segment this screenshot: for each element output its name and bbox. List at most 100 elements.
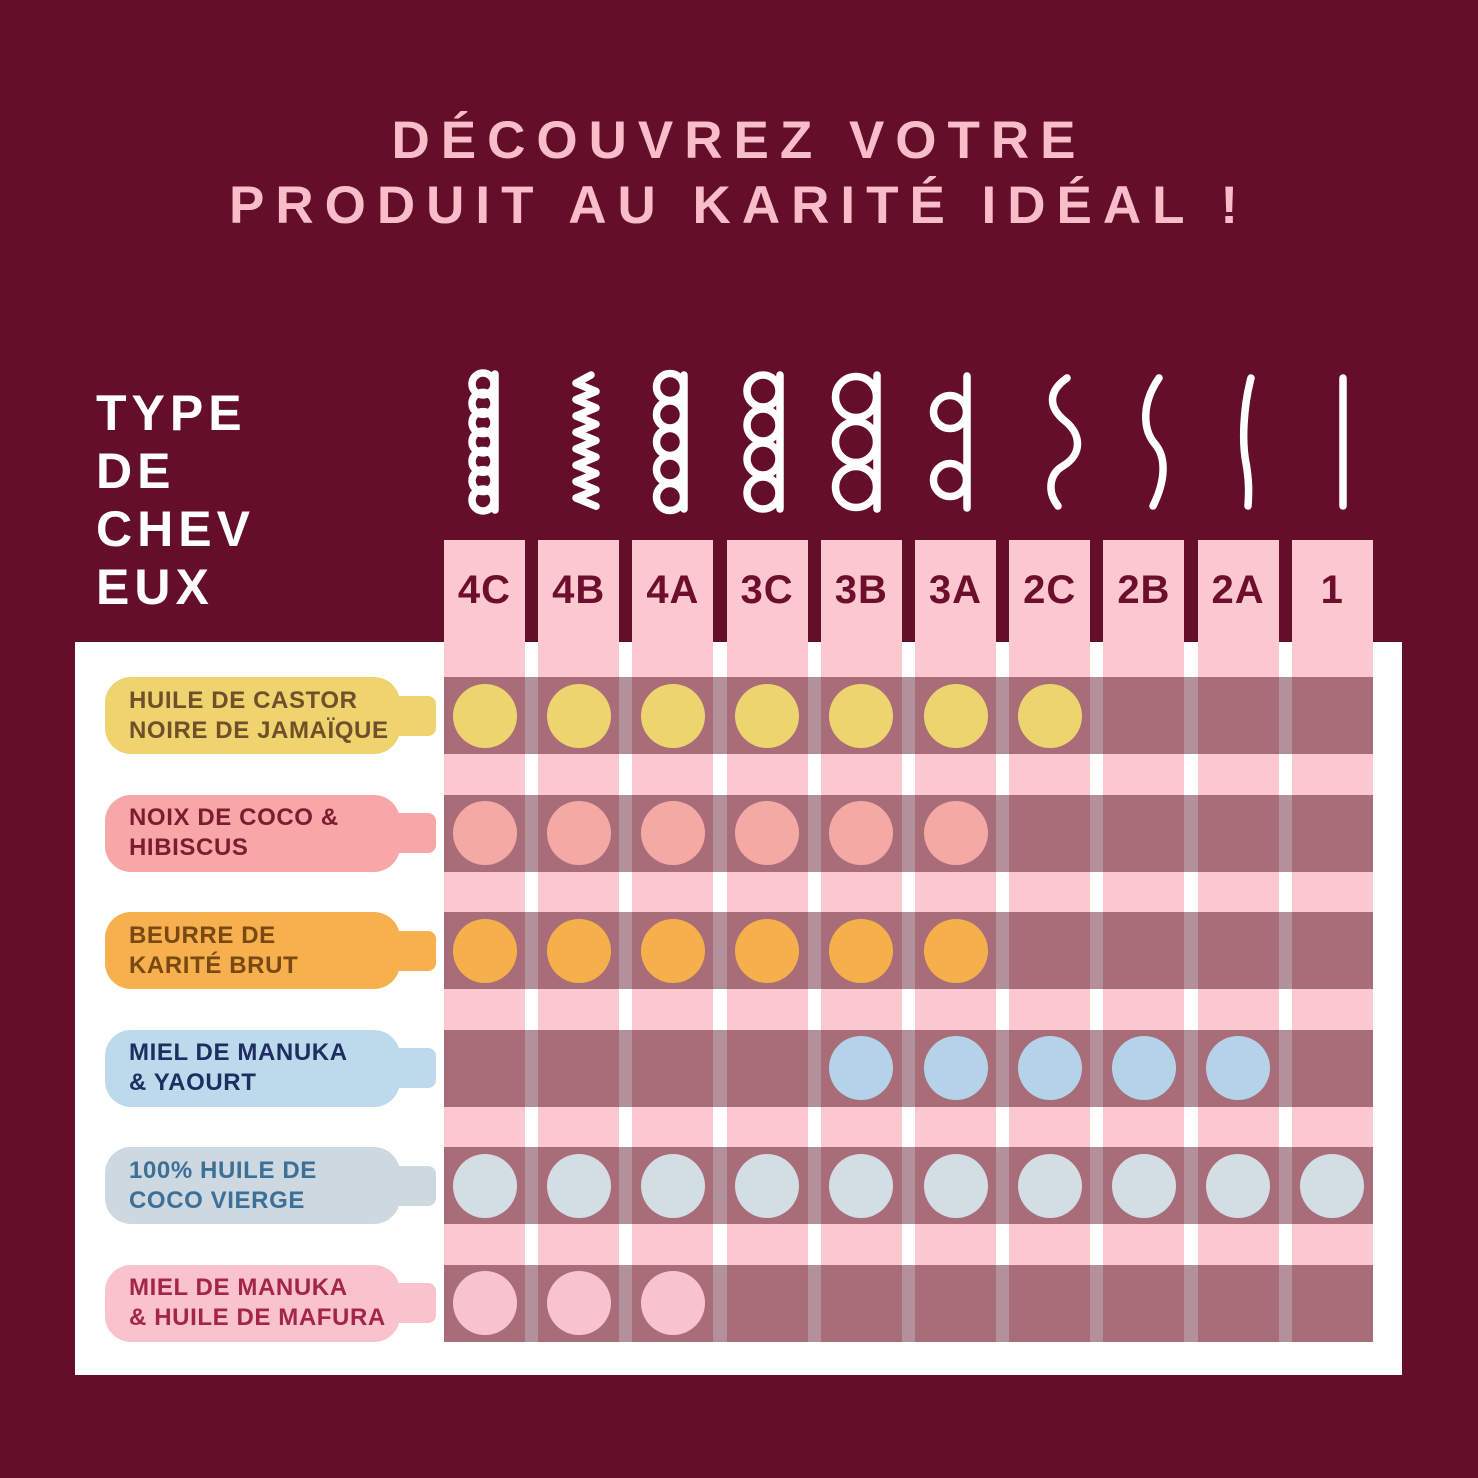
product-label-bottle: MIEL DE MANUKA & YAOURT [105, 1029, 436, 1107]
grid-cell [1009, 912, 1091, 989]
suitability-dot [452, 1271, 517, 1335]
column-header-4A: 4A [646, 567, 700, 612]
grid-cell [632, 1029, 714, 1107]
page-title: DÉCOUVREZ VOTRE PRODUIT AU KARITÉ IDÉAL … [0, 108, 1478, 238]
bottle-nozzle-shape [396, 1165, 436, 1206]
page-title-line1: DÉCOUVREZ VOTRE [391, 111, 1087, 170]
suitability-dot [546, 1271, 611, 1335]
suitability-dot [1111, 1153, 1176, 1218]
grid-cell [1291, 794, 1373, 872]
product-label-text: 100% HUILE DE COCO VIERGE [129, 1147, 317, 1224]
product-label-bottle: MIEL DE MANUKA & HUILE DE MAFURA [105, 1264, 436, 1342]
bottle-nozzle-shape [396, 695, 436, 736]
suitability-dot [546, 683, 611, 748]
coil-tight-icon [440, 368, 530, 516]
suitability-dot [640, 918, 705, 983]
product-label-line: & HUILE DE MAFURA [129, 1304, 386, 1331]
coil-small-icon [628, 368, 718, 516]
grid-cell [1103, 912, 1185, 989]
column-header-3A: 3A [928, 567, 983, 612]
suitability-dot [1017, 683, 1082, 748]
product-label-line: HIBISCUS [129, 834, 249, 861]
suitability-dot [452, 801, 517, 865]
suitability-dot [735, 683, 800, 748]
suitability-dot [1017, 1153, 1082, 1218]
grid-cell [1009, 1264, 1091, 1342]
grid-cell [1103, 677, 1185, 754]
suitability-dot [546, 1153, 611, 1218]
suitability-dot [735, 918, 800, 983]
grid-cell [1197, 677, 1279, 754]
suitability-dot [735, 801, 800, 865]
column-header-4C: 4C [457, 567, 512, 612]
suitability-dot [1017, 1036, 1082, 1100]
product-label-line: & YAOURT [129, 1069, 257, 1096]
suitability-dot [640, 801, 705, 865]
bottle-nozzle-shape [396, 1283, 436, 1323]
grid-cell [1291, 1264, 1373, 1342]
product-label-line: COCO VIERGE [129, 1186, 305, 1214]
grid-cell [1197, 1264, 1279, 1342]
suitability-dot [640, 1153, 705, 1218]
product-label-text: MIEL DE MANUKA & YAOURT [129, 1030, 348, 1107]
product-label-bottle: NOIX DE COCO & HIBISCUS [105, 794, 436, 872]
suitability-dot [640, 683, 705, 748]
coil-medium-icon [722, 368, 812, 516]
product-label-line: KARITÉ BRUT [129, 951, 299, 979]
suitability-dot [923, 918, 988, 983]
bottle-nozzle-shape [396, 930, 436, 971]
product-label-text: NOIX DE COCO & HIBISCUS [129, 795, 339, 872]
suitability-dot [923, 683, 988, 748]
coil-large-icon [816, 368, 906, 516]
hair-type-axis-line: TYPE [96, 385, 247, 441]
bottle-nozzle-shape [396, 1048, 436, 1088]
product-label-text: MIEL DE MANUKA & HUILE DE MAFURA [129, 1265, 386, 1342]
suitability-dot [452, 1153, 517, 1218]
wave-soft-icon [1099, 368, 1189, 516]
column-header-3C: 3C [740, 567, 794, 612]
product-label-line: NOIRE DE JAMAÏQUE [129, 716, 389, 744]
grid-cell [1291, 912, 1373, 989]
zigzag-icon [534, 368, 624, 516]
product-label-line: MIEL DE MANUKA [129, 1274, 348, 1301]
suitability-dot [452, 918, 517, 983]
grid-cell [726, 1264, 808, 1342]
product-label-bottle: HUILE DE CASTOR NOIRE DE JAMAÏQUE [105, 677, 436, 754]
product-label-line: MIEL DE MANUKA [129, 1039, 348, 1066]
product-label-text: HUILE DE CASTOR NOIRE DE JAMAÏQUE [129, 677, 389, 754]
suitability-dot [829, 1036, 894, 1100]
suitability-dot [829, 1153, 894, 1218]
straight-icon [1287, 368, 1377, 516]
wave-slight-icon [1193, 368, 1283, 516]
grid-cell [1103, 1264, 1185, 1342]
grid-cell [538, 1029, 620, 1107]
suitability-dot [1111, 1036, 1176, 1100]
suitability-dot [829, 801, 894, 865]
suitability-dot [923, 1153, 988, 1218]
coil-loose-icon [911, 368, 1001, 516]
suitability-dot [546, 801, 611, 865]
column-header-2B: 2B [1117, 567, 1171, 612]
product-label-text: BEURRE DE KARITÉ BRUT [129, 912, 298, 989]
grid-cell [1291, 1029, 1373, 1107]
grid-cell [726, 1029, 808, 1107]
grid-cell [1009, 794, 1091, 872]
product-label-bottle: 100% HUILE DE COCO VIERGE [105, 1147, 436, 1224]
hair-type-axis-line: EUX [96, 559, 214, 615]
hair-type-axis-line: CHEV [96, 501, 255, 557]
suitability-dot [1206, 1036, 1271, 1100]
product-label-line: NOIX DE COCO & [129, 804, 339, 831]
hair-type-axis-label: TYPE DE CHEV EUX [96, 384, 255, 616]
grid-cell [1197, 794, 1279, 872]
grid-cell [1197, 912, 1279, 989]
column-header-2A: 2A [1211, 567, 1265, 612]
grid-cell [1103, 794, 1185, 872]
grid-cell [820, 1264, 902, 1342]
product-label-line: HUILE DE CASTOR [129, 686, 358, 714]
bottle-nozzle-shape [396, 813, 436, 853]
suitability-dot [923, 1036, 988, 1100]
suitability-dot [1206, 1153, 1271, 1218]
suitability-dot [829, 683, 894, 748]
